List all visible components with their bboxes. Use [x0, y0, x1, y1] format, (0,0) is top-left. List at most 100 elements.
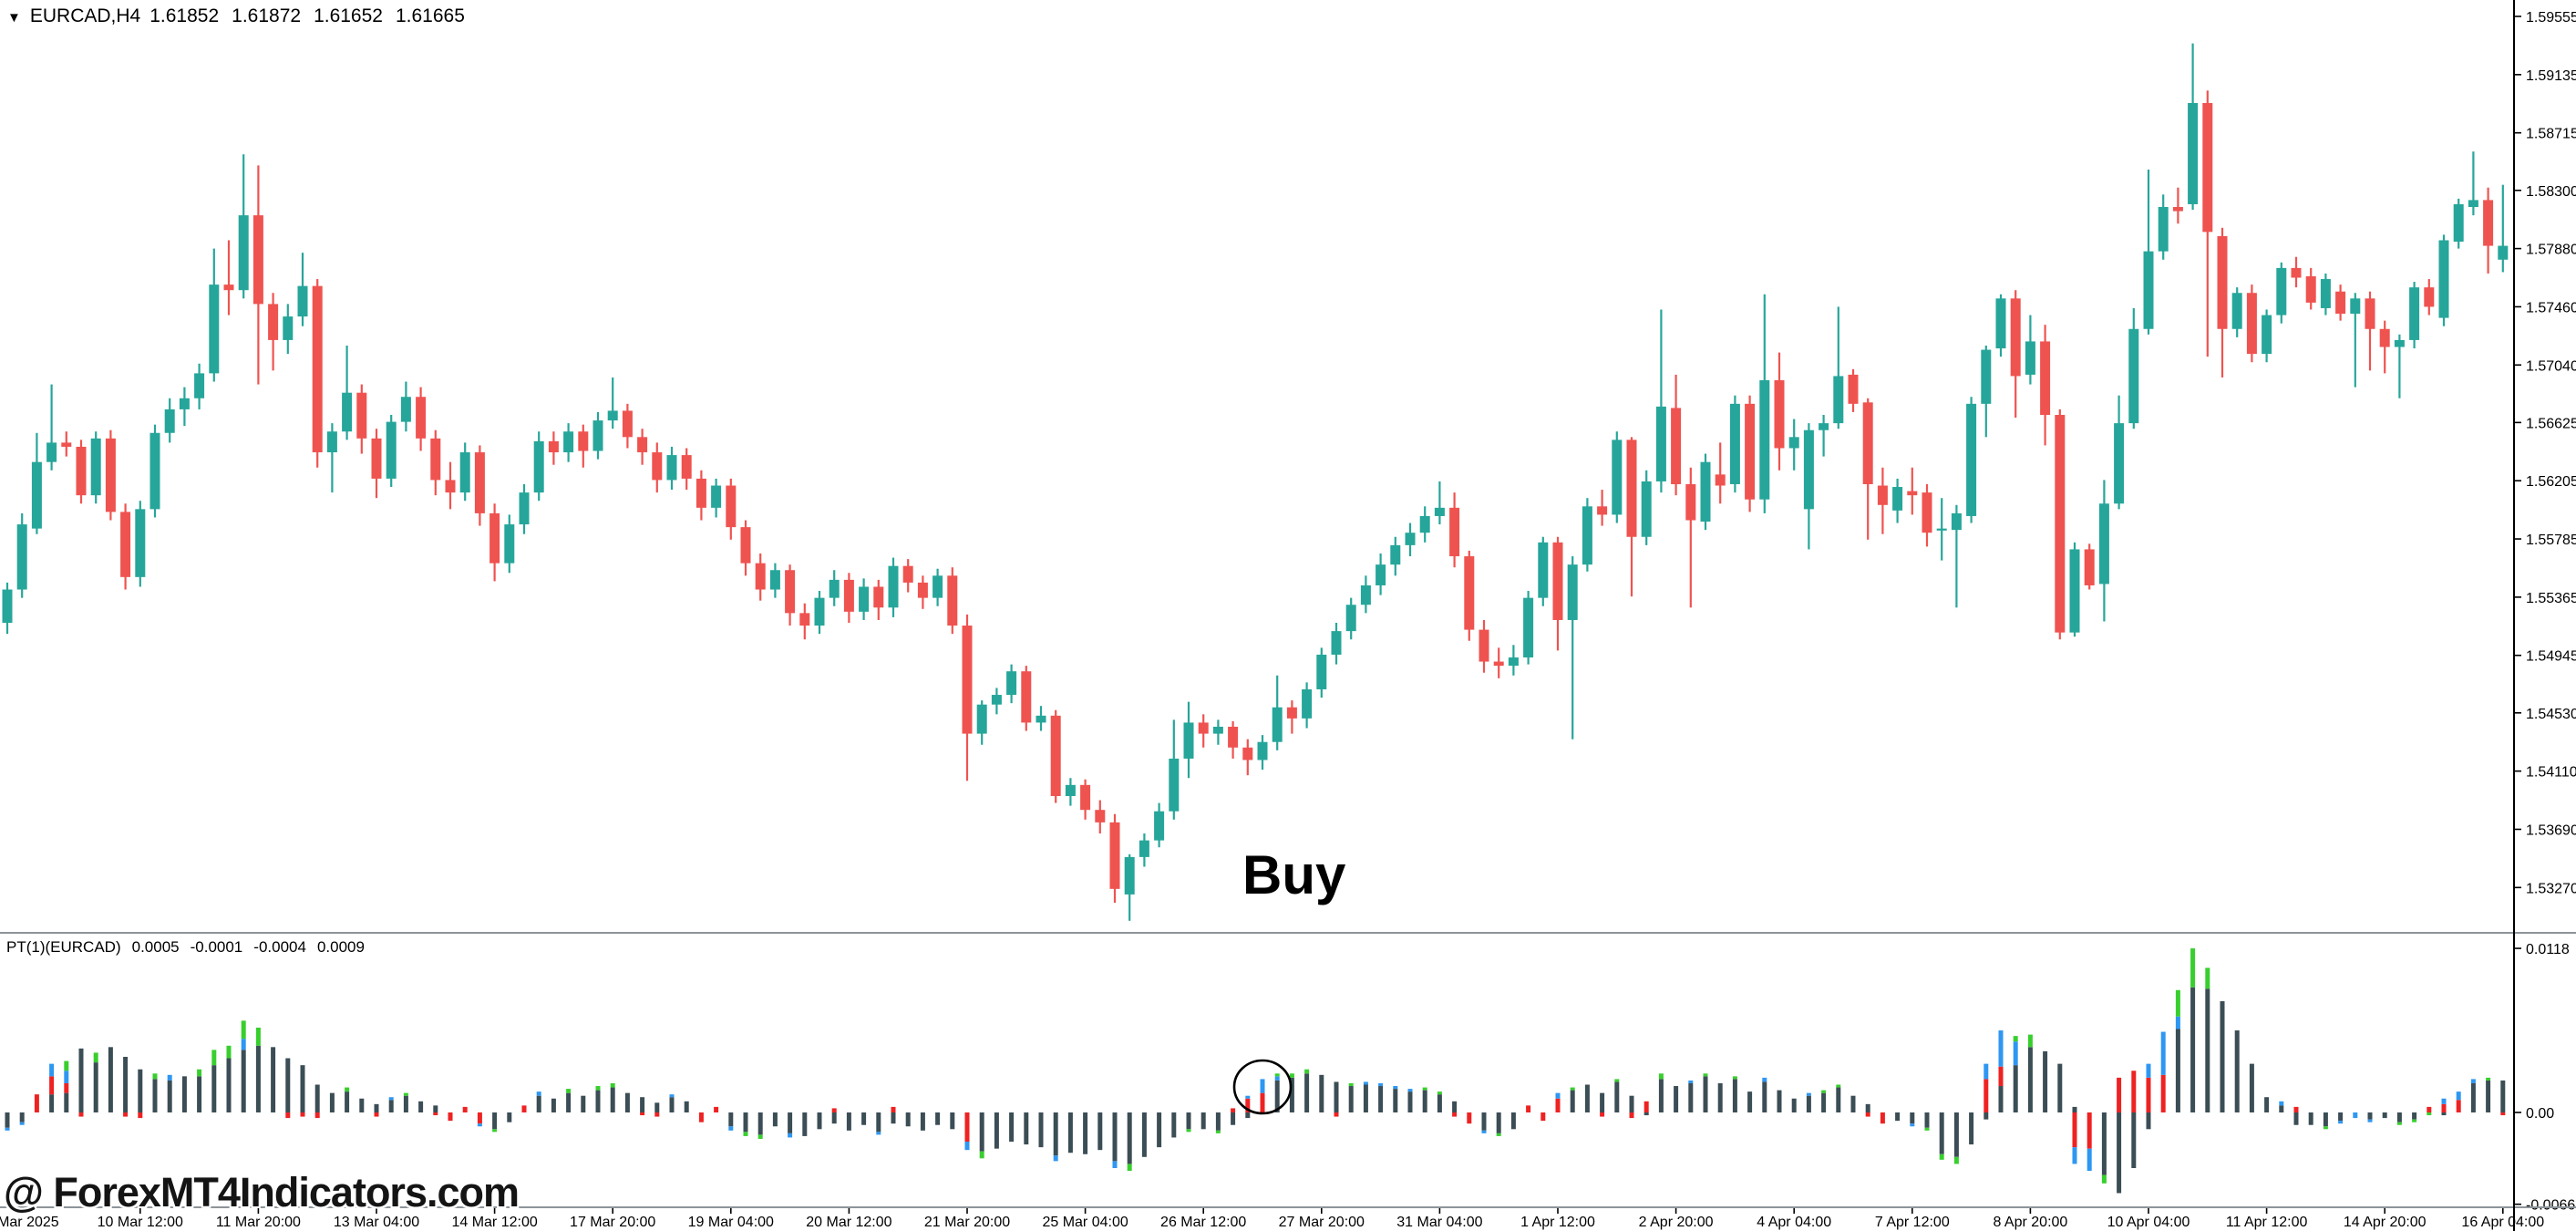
candle-body[interactable] [769, 570, 780, 590]
candle-body[interactable] [2084, 549, 2095, 585]
price-axis-label[interactable]: 1.59555 [2526, 10, 2576, 26]
candle-body[interactable] [445, 480, 456, 493]
candle-body[interactable] [1788, 437, 1799, 449]
objects-collapse-icon[interactable]: ▼ [7, 9, 21, 26]
time-axis-label[interactable]: 17 Mar 20:00 [570, 1215, 655, 1230]
candle-body[interactable] [2424, 287, 2435, 307]
candle-body[interactable] [976, 704, 987, 734]
candle-body[interactable] [1951, 512, 1962, 531]
buy-annotation[interactable]: Buy [1242, 844, 1346, 905]
candle-body[interactable] [2188, 103, 2199, 204]
candle-body[interactable] [1685, 484, 1696, 521]
candle-body[interactable] [1286, 707, 1297, 719]
candle-body[interactable] [1419, 515, 1430, 533]
time-axis-label[interactable]: 11 Apr 12:00 [2226, 1215, 2308, 1230]
time-axis-label[interactable]: 10 Apr 04:00 [2107, 1215, 2190, 1230]
candle-body[interactable] [1124, 856, 1135, 895]
candle-body[interactable] [1936, 528, 1947, 531]
time-axis-label[interactable]: 7 Mar 2025 [0, 1215, 59, 1230]
candle-body[interactable] [1552, 542, 1563, 620]
candle-body[interactable] [1331, 631, 1342, 655]
candle-body[interactable] [61, 442, 72, 447]
candle-body[interactable] [1877, 485, 1888, 505]
candle-body[interactable] [991, 695, 1002, 705]
candle-body[interactable] [1493, 661, 1504, 667]
candle-body[interactable] [2055, 415, 2066, 633]
candle-body[interactable] [194, 373, 205, 398]
candle-body[interactable] [1050, 715, 1061, 796]
candle-body[interactable] [1523, 597, 1534, 657]
candle-body[interactable] [400, 397, 411, 422]
candle-body[interactable] [578, 431, 589, 451]
time-axis-label[interactable]: 26 Mar 12:00 [1160, 1215, 1246, 1230]
candle-body[interactable] [696, 478, 706, 508]
candle-body[interactable] [76, 446, 87, 496]
candle-body[interactable] [1597, 506, 1608, 515]
candle-body[interactable] [2262, 315, 2272, 355]
candle-body[interactable] [563, 431, 574, 453]
time-axis-label[interactable]: 7 Apr 12:00 [1875, 1215, 1950, 1230]
candle-body[interactable] [2291, 267, 2302, 278]
candle-body[interactable] [1612, 440, 1623, 515]
candle-body[interactable] [799, 613, 810, 626]
candle-body[interactable] [548, 440, 559, 453]
candle-body[interactable] [1183, 722, 1194, 759]
candle-body[interactable] [1095, 810, 1106, 822]
candle-body[interactable] [1479, 629, 1489, 662]
candle-body[interactable] [1139, 840, 1149, 857]
candle-body[interactable] [681, 455, 692, 479]
candle-body[interactable] [90, 438, 101, 496]
candle-body[interactable] [1655, 406, 1666, 481]
candle-body[interactable] [902, 565, 913, 583]
price-axis-label[interactable]: 1.56625 [2526, 416, 2576, 431]
candle-body[interactable] [2350, 298, 2361, 315]
candle-body[interactable] [1154, 811, 1165, 841]
candle-body[interactable] [2409, 287, 2420, 340]
candle-body[interactable] [312, 285, 323, 453]
pane-separator[interactable] [0, 932, 2576, 934]
candle-body[interactable] [16, 524, 27, 590]
candle-body[interactable] [592, 420, 603, 451]
candle-body[interactable] [666, 455, 677, 481]
candle-body[interactable] [2394, 339, 2405, 347]
candle-body[interactable] [843, 579, 854, 612]
candle-body[interactable] [1405, 533, 1416, 545]
candle-body[interactable] [917, 582, 928, 598]
candle-body[interactable] [489, 512, 500, 564]
candle-body[interactable] [1257, 741, 1268, 760]
candle-body[interactable] [2231, 293, 2242, 329]
candle-body[interactable] [459, 452, 470, 493]
candle-body[interactable] [2365, 298, 2375, 329]
time-axis-label[interactable]: 1 Apr 12:00 [1520, 1215, 1595, 1230]
price-axis-label[interactable]: 1.53690 [2526, 822, 2576, 838]
candle-body[interactable] [1198, 722, 1209, 734]
candle-body[interactable] [1212, 727, 1223, 734]
candle-body[interactable] [2379, 328, 2390, 347]
candle-body[interactable] [268, 304, 279, 340]
price-axis-label[interactable]: 1.56205 [2526, 474, 2576, 490]
candle-body[interactable] [1508, 657, 1519, 667]
price-axis-label[interactable]: 1.53270 [2526, 881, 2576, 896]
candle-body[interactable] [2468, 200, 2478, 207]
candle-body[interactable] [31, 461, 42, 529]
candle-body[interactable] [2438, 240, 2449, 318]
indicator-axis-label[interactable]: 0.0118 [2526, 942, 2570, 957]
candle-body[interactable] [2276, 267, 2287, 316]
candle-body[interactable] [283, 316, 294, 340]
candle-body[interactable] [814, 597, 825, 626]
time-axis-label[interactable]: 16 Apr 04:00 [2461, 1215, 2544, 1230]
candle-body[interactable] [371, 438, 382, 479]
candle-body[interactable] [637, 437, 648, 453]
candle-body[interactable] [2010, 298, 2021, 377]
candle-body[interactable] [1981, 349, 1992, 404]
candle-body[interactable] [223, 284, 234, 291]
candle-body[interactable] [533, 440, 544, 493]
price-axis-label[interactable]: 1.55365 [2526, 591, 2576, 606]
candle-body[interactable] [859, 586, 870, 612]
candle-body[interactable] [342, 392, 353, 432]
candle-body[interactable] [2025, 341, 2035, 375]
time-axis-label[interactable]: 14 Apr 20:00 [2344, 1215, 2427, 1230]
candle-body[interactable] [1567, 564, 1578, 620]
candle-body[interactable] [135, 509, 146, 577]
candle-body[interactable] [1745, 403, 1756, 500]
